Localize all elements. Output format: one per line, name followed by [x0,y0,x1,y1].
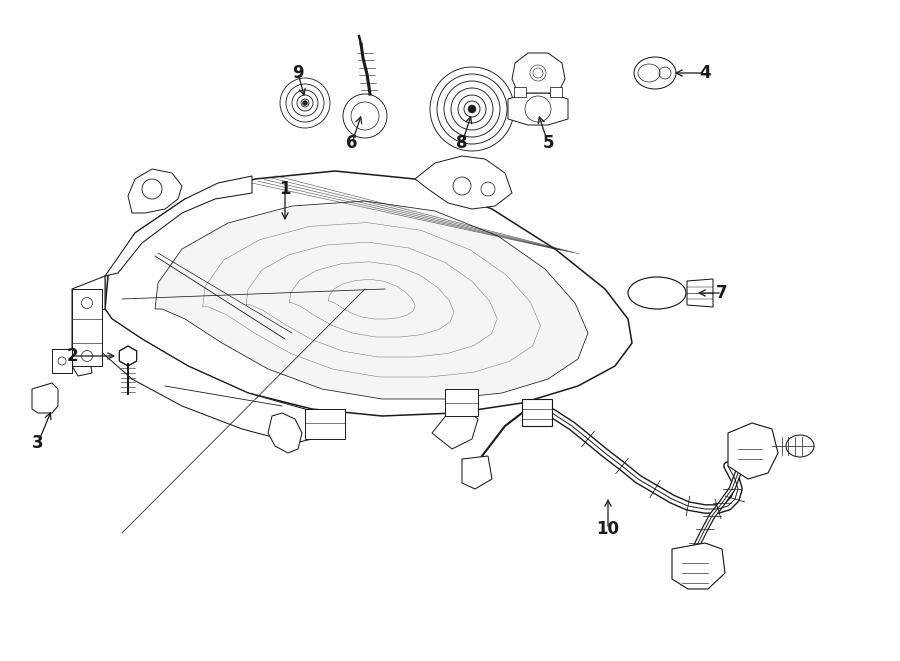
Polygon shape [687,279,713,307]
Polygon shape [512,53,565,93]
Circle shape [343,94,387,138]
Ellipse shape [786,435,814,457]
Polygon shape [305,409,345,439]
Text: 6: 6 [346,134,358,152]
Polygon shape [462,456,492,489]
Circle shape [302,100,308,106]
Polygon shape [120,346,137,366]
Polygon shape [32,383,58,413]
Polygon shape [415,156,512,209]
Text: 5: 5 [542,134,554,152]
Polygon shape [52,349,72,373]
Polygon shape [105,176,252,276]
Text: 7: 7 [716,284,728,302]
Ellipse shape [628,277,686,309]
Polygon shape [72,289,102,366]
Text: 1: 1 [279,180,291,198]
Polygon shape [155,201,588,399]
Ellipse shape [634,57,676,89]
Polygon shape [432,409,478,449]
Polygon shape [72,276,105,376]
Polygon shape [128,169,182,213]
Text: 2: 2 [67,347,77,365]
Polygon shape [268,413,302,453]
Polygon shape [522,399,552,426]
Polygon shape [105,171,632,416]
Text: 3: 3 [32,434,44,452]
Text: 4: 4 [699,64,711,82]
Polygon shape [88,276,312,443]
Text: 10: 10 [597,520,619,538]
Polygon shape [672,543,725,589]
Circle shape [468,105,476,113]
Text: 8: 8 [456,134,468,152]
Polygon shape [445,389,478,416]
Polygon shape [508,93,568,125]
Polygon shape [550,87,562,97]
Polygon shape [728,423,778,479]
Polygon shape [514,87,526,97]
Text: 9: 9 [292,64,304,82]
